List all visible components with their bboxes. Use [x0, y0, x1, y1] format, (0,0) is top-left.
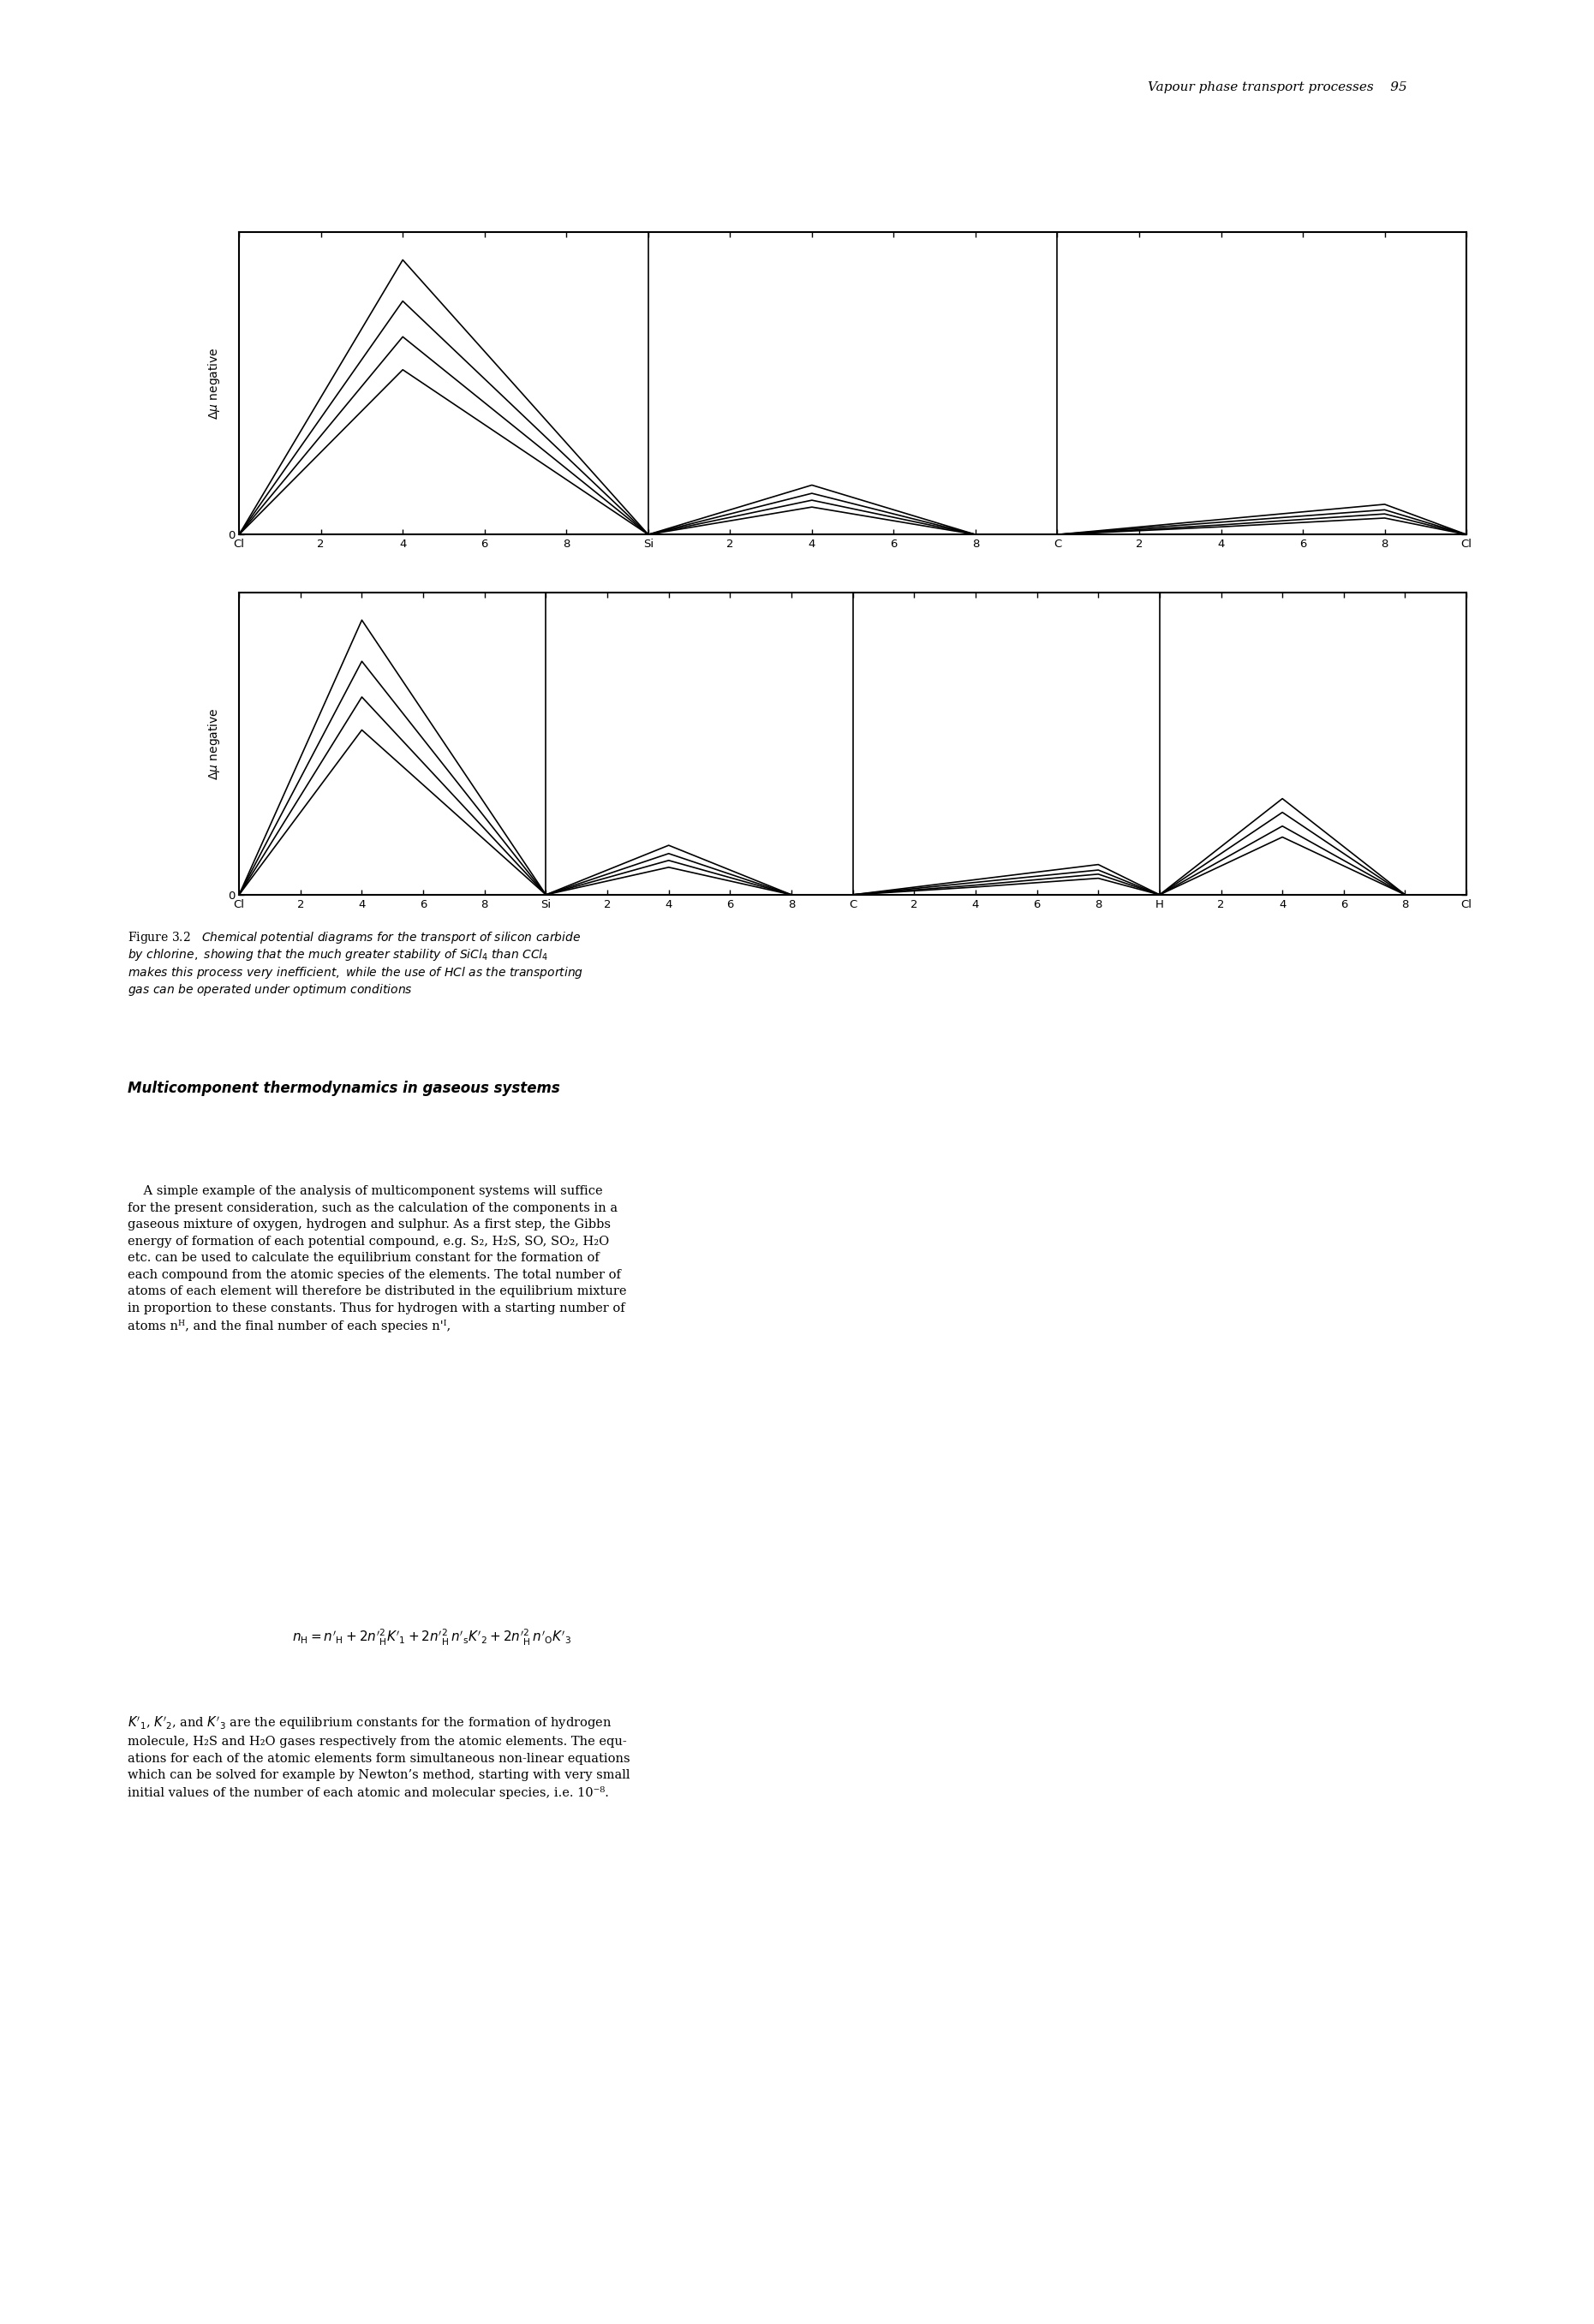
Text: Vapour phase transport processes    95: Vapour phase transport processes 95 — [1148, 81, 1408, 93]
Text: Figure 3.2   $\it{Chemical\ potential\ diagrams\ for\ the\ transport\ of\ silico: Figure 3.2 $\it{Chemical\ potential\ dia… — [128, 930, 583, 997]
Text: $n_{\mathrm{H}} = n'_{\mathrm{H}} + 2n'^{2}_{\mathrm{H}}K'_1 + 2n'^{2}_{\mathrm{: $n_{\mathrm{H}} = n'_{\mathrm{H}} + 2n'^… — [292, 1627, 571, 1648]
Text: A simple example of the analysis of multicomponent systems will suffice
for the : A simple example of the analysis of mult… — [128, 1185, 626, 1332]
Text: Multicomponent thermodynamics in gaseous systems: Multicomponent thermodynamics in gaseous… — [128, 1081, 559, 1097]
Text: $K'_1$, $K'_2$, and $K'_3$ are the equilibrium constants for the formation of hy: $K'_1$, $K'_2$, and $K'_3$ are the equil… — [128, 1715, 630, 1799]
Y-axis label: $\Delta\mu$ negative: $\Delta\mu$ negative — [206, 346, 222, 421]
Y-axis label: $\Delta\mu$ negative: $\Delta\mu$ negative — [206, 706, 222, 781]
